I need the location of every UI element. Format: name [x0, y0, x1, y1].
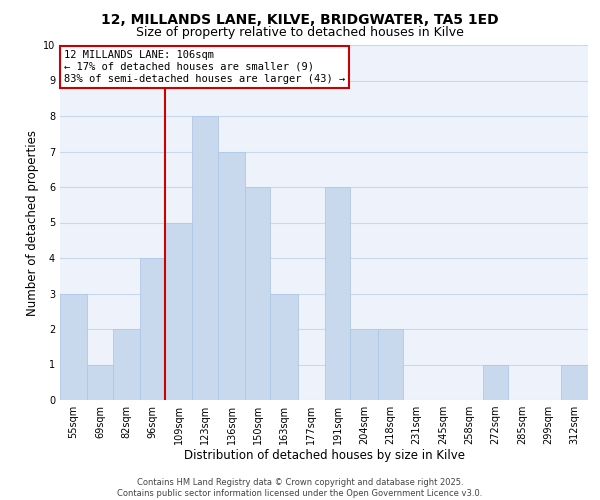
Bar: [87, 364, 113, 400]
Bar: [245, 187, 271, 400]
Y-axis label: Number of detached properties: Number of detached properties: [26, 130, 39, 316]
Bar: [140, 258, 165, 400]
Bar: [165, 222, 193, 400]
Bar: [483, 364, 508, 400]
Bar: [561, 364, 588, 400]
Bar: [218, 152, 245, 400]
Text: 12, MILLANDS LANE, KILVE, BRIDGWATER, TA5 1ED: 12, MILLANDS LANE, KILVE, BRIDGWATER, TA…: [101, 12, 499, 26]
Text: 12 MILLANDS LANE: 106sqm
← 17% of detached houses are smaller (9)
83% of semi-de: 12 MILLANDS LANE: 106sqm ← 17% of detach…: [64, 50, 345, 84]
Bar: [377, 329, 403, 400]
Bar: [60, 294, 87, 400]
Bar: [350, 329, 377, 400]
Text: Size of property relative to detached houses in Kilve: Size of property relative to detached ho…: [136, 26, 464, 39]
Bar: [193, 116, 218, 400]
Bar: [325, 187, 350, 400]
Text: Contains HM Land Registry data © Crown copyright and database right 2025.
Contai: Contains HM Land Registry data © Crown c…: [118, 478, 482, 498]
X-axis label: Distribution of detached houses by size in Kilve: Distribution of detached houses by size …: [184, 448, 464, 462]
Bar: [271, 294, 298, 400]
Bar: [113, 329, 140, 400]
